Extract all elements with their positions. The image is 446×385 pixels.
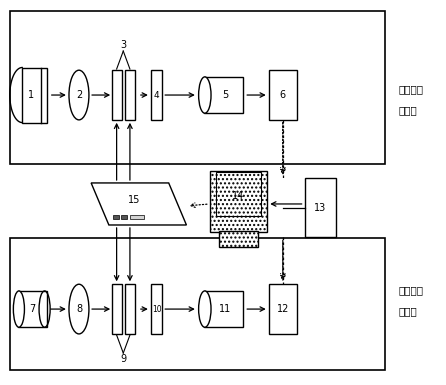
- Text: 2: 2: [76, 90, 82, 100]
- Bar: [210, 171, 267, 232]
- Text: 通道二: 通道二: [398, 306, 417, 316]
- Bar: [121, 215, 127, 219]
- Text: 光学系统: 光学系统: [398, 84, 423, 94]
- Bar: [269, 284, 297, 334]
- Text: 3: 3: [120, 40, 126, 50]
- Bar: [269, 70, 297, 120]
- Text: 14: 14: [232, 191, 245, 201]
- Ellipse shape: [198, 291, 211, 327]
- Text: 6: 6: [280, 90, 286, 100]
- Bar: [113, 215, 119, 219]
- Bar: [219, 231, 259, 247]
- Text: 9: 9: [120, 354, 126, 364]
- Bar: [305, 178, 336, 238]
- Bar: [10, 11, 385, 164]
- Text: 13: 13: [314, 203, 326, 213]
- Text: 4: 4: [154, 90, 159, 100]
- Text: 8: 8: [76, 304, 82, 314]
- Bar: [151, 284, 162, 334]
- Text: 通道一: 通道一: [398, 105, 417, 116]
- Bar: [216, 172, 260, 216]
- Polygon shape: [91, 183, 186, 225]
- Bar: [204, 77, 243, 113]
- Bar: [112, 284, 121, 334]
- Text: 10: 10: [152, 305, 161, 313]
- Ellipse shape: [198, 77, 211, 113]
- Bar: [10, 238, 385, 370]
- Text: 1: 1: [28, 90, 34, 100]
- Text: 5: 5: [222, 90, 228, 100]
- Text: 12: 12: [277, 304, 289, 314]
- Text: 15: 15: [128, 195, 140, 205]
- Bar: [125, 284, 135, 334]
- Bar: [151, 70, 162, 120]
- Bar: [130, 215, 145, 219]
- Ellipse shape: [69, 284, 89, 334]
- Bar: [112, 70, 121, 120]
- Text: 光学系统: 光学系统: [398, 285, 423, 295]
- Bar: [204, 291, 243, 327]
- Bar: [125, 70, 135, 120]
- Ellipse shape: [69, 70, 89, 120]
- Bar: [18, 291, 47, 327]
- Text: 7: 7: [29, 304, 36, 314]
- Bar: [22, 67, 46, 122]
- Text: 11: 11: [219, 304, 231, 314]
- Ellipse shape: [13, 291, 25, 327]
